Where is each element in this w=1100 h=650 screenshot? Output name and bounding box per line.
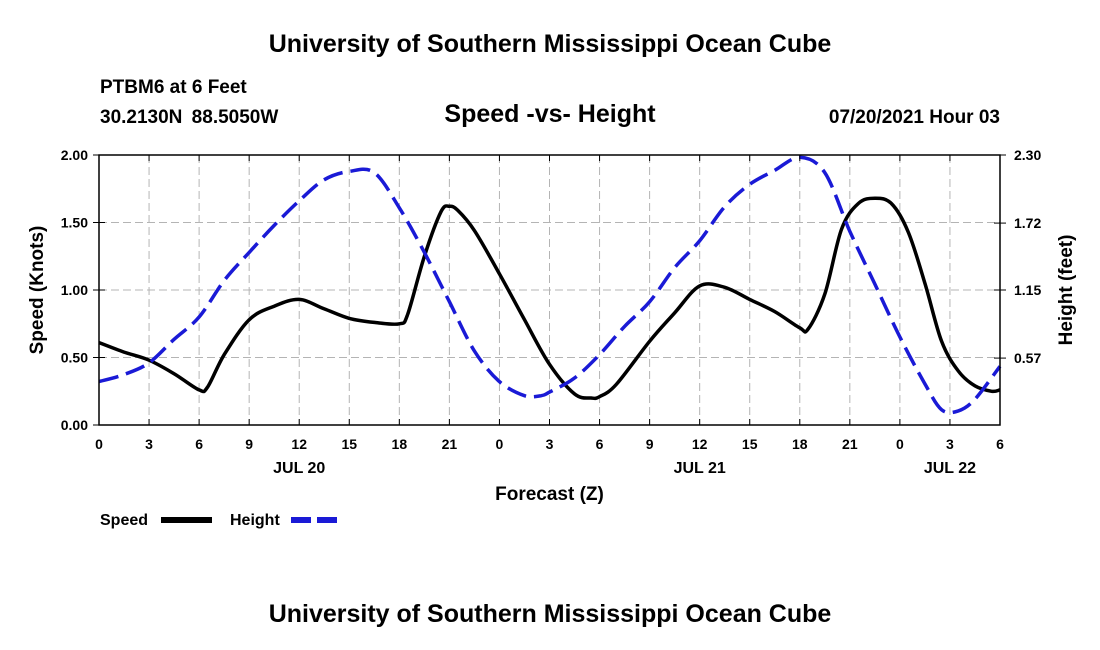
x-tick-label: 12 <box>692 436 708 452</box>
page-title: University of Southern Mississippi Ocean… <box>268 30 832 58</box>
y2-tick-label: 0.57 <box>1014 350 1041 366</box>
day-label: JUL 22 <box>924 460 976 477</box>
x-axis-label: Forecast (Z) <box>495 484 604 505</box>
legend-speed-label: Speed <box>100 512 148 529</box>
x-tick-label: 3 <box>145 436 153 452</box>
x-tick-label: 0 <box>896 436 904 452</box>
chart-title: Speed -vs- Height <box>444 100 656 128</box>
height-line <box>98 155 1002 415</box>
station-name: PTBM6 at 6 Feet <box>100 77 247 98</box>
station-coordinates: 30.2130N 88.5050W <box>100 107 279 128</box>
x-tick-label: 21 <box>442 436 458 452</box>
y2-tick-label: 1.15 <box>1014 282 1041 298</box>
y2-tick-label: 1.72 <box>1014 215 1041 231</box>
x-tick-label: 3 <box>546 436 554 452</box>
y-tick-label: 2.00 <box>61 147 88 163</box>
grid-lines <box>99 155 1000 425</box>
y2-axis-label: Height (feet) <box>1056 235 1077 346</box>
day-label: JUL 20 <box>273 460 325 477</box>
x-tick-label: 15 <box>742 436 758 452</box>
x-tick-label: 9 <box>646 436 654 452</box>
x-tick-label: 12 <box>291 436 307 452</box>
x-tick-label: 6 <box>195 436 203 452</box>
y2-tick-label: 2.30 <box>1014 147 1041 163</box>
speed-line <box>98 196 1001 401</box>
x-tick-label: 9 <box>245 436 253 452</box>
x-tick-label: 6 <box>596 436 604 452</box>
x-tick-label: 6 <box>996 436 1004 452</box>
y-tick-label: 0.00 <box>61 417 88 433</box>
x-tick-label: 3 <box>946 436 954 452</box>
axes: 0 3 6 9 12 15 18 21 0 3 6 9 12 15 18 21 0 3 6 0.00 0.50 1.00 1… <box>61 147 1042 477</box>
y-tick-label: 1.50 <box>61 215 88 231</box>
y-axis-label: Speed (Knots) <box>27 226 48 355</box>
forecast-date: 07/20/2021 Hour 03 <box>828 107 1000 128</box>
x-tick-label: 0 <box>496 436 504 452</box>
x-tick-label: 0 <box>95 436 103 452</box>
x-tick-label: 18 <box>392 436 408 452</box>
series-lines <box>98 155 1002 415</box>
x-tick-label: 15 <box>341 436 357 452</box>
footer-title: University of Southern Mississippi Ocean… <box>268 600 832 628</box>
day-label: JUL 21 <box>674 460 726 477</box>
x-tick-label: 21 <box>842 436 858 452</box>
y-tick-label: 1.00 <box>61 282 88 298</box>
legend-height-label: Height <box>230 512 280 529</box>
y-tick-label: 0.50 <box>61 350 88 366</box>
legend: Speed Height <box>100 512 342 529</box>
x-tick-label: 18 <box>792 436 808 452</box>
